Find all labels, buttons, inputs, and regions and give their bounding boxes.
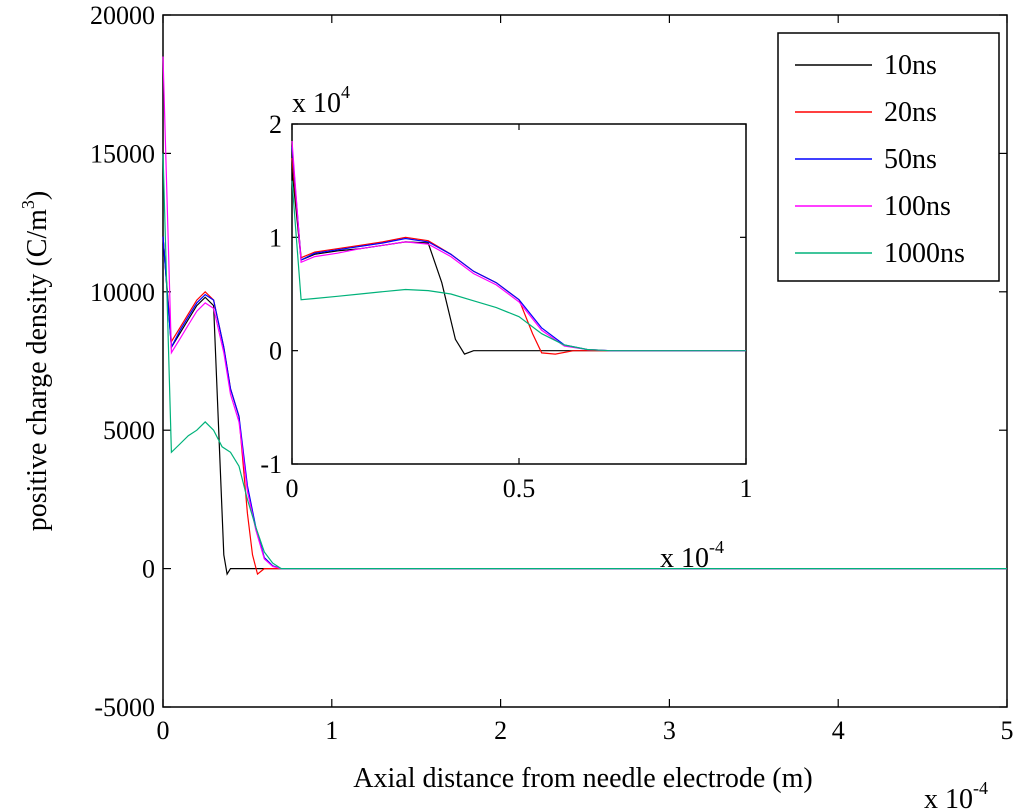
inset-x-multiplier-base: x 10 [660,543,709,574]
x-axis-label: Axial distance from needle electrode (m) [353,763,812,794]
legend-label-20ns: 20ns [884,97,937,128]
inset-y-tick-label: 0 [269,337,282,366]
y-axis-label-superscript: 3 [18,200,38,209]
inset-y-tick-label: 1 [269,223,282,252]
inset-y-multiplier-exponent: 4 [341,82,350,102]
legend-label-10ns: 10ns [884,50,937,81]
inset-x-tick-label: 1 [740,474,753,503]
inset-x-multiplier: x 10-4 [660,537,724,574]
main-x-tick-label: 2 [494,716,507,745]
main-x-tick-label: 5 [1001,716,1014,745]
legend-label-100ns: 100ns [884,191,951,222]
inset-series-1000ns [291,180,746,352]
inset-axes-frame [291,123,747,465]
main-axes-frame [162,14,1008,708]
inset-y-tick-label: -1 [260,450,282,479]
inset-y-multiplier-base: x 10 [292,88,341,119]
inset-x-tick-label: 0 [286,474,299,503]
inset-x-tick-label: 0.5 [503,474,536,503]
inset-x-multiplier-exponent: -4 [709,537,724,557]
main-series [162,56,1007,576]
legend-entries: 10ns 20ns 50ns 100ns 1000ns [795,50,965,269]
main-y-tick-label: 20000 [90,1,155,30]
x-multiplier: x 10-4 [924,778,988,812]
main-x-tick-label: 0 [157,716,170,745]
inset-series [291,140,746,355]
main-y-tick-label: -5000 [94,693,155,722]
legend-label-50ns: 50ns [884,144,937,175]
main-y-tick-label: 5000 [103,416,155,445]
legend-label-1000ns: 1000ns [884,238,965,269]
main-x-tick-label: 4 [832,716,845,745]
y-axis-label: positive charge density (C/m3) [18,191,53,532]
main-y-tick-label: 10000 [90,278,155,307]
inset-y-multiplier: x 104 [292,82,350,119]
x-multiplier-exponent: -4 [973,778,988,798]
legend-box [777,32,1000,282]
legend: 10ns 20ns 50ns 100ns 1000ns [777,32,1000,282]
y-axis-label-suffix: ) [22,191,53,200]
y-axis-label-main: positive charge density (C/m [22,209,53,531]
main-x-tick-label: 1 [325,716,338,745]
main-x-tick-label: 3 [663,716,676,745]
x-multiplier-base: x 10 [924,784,973,812]
main-y-tick-label: 15000 [90,139,155,168]
inset-y-tick-label: 2 [269,110,282,139]
main-y-tick-label: 0 [142,555,155,584]
main-series-1000ns [162,153,1007,570]
